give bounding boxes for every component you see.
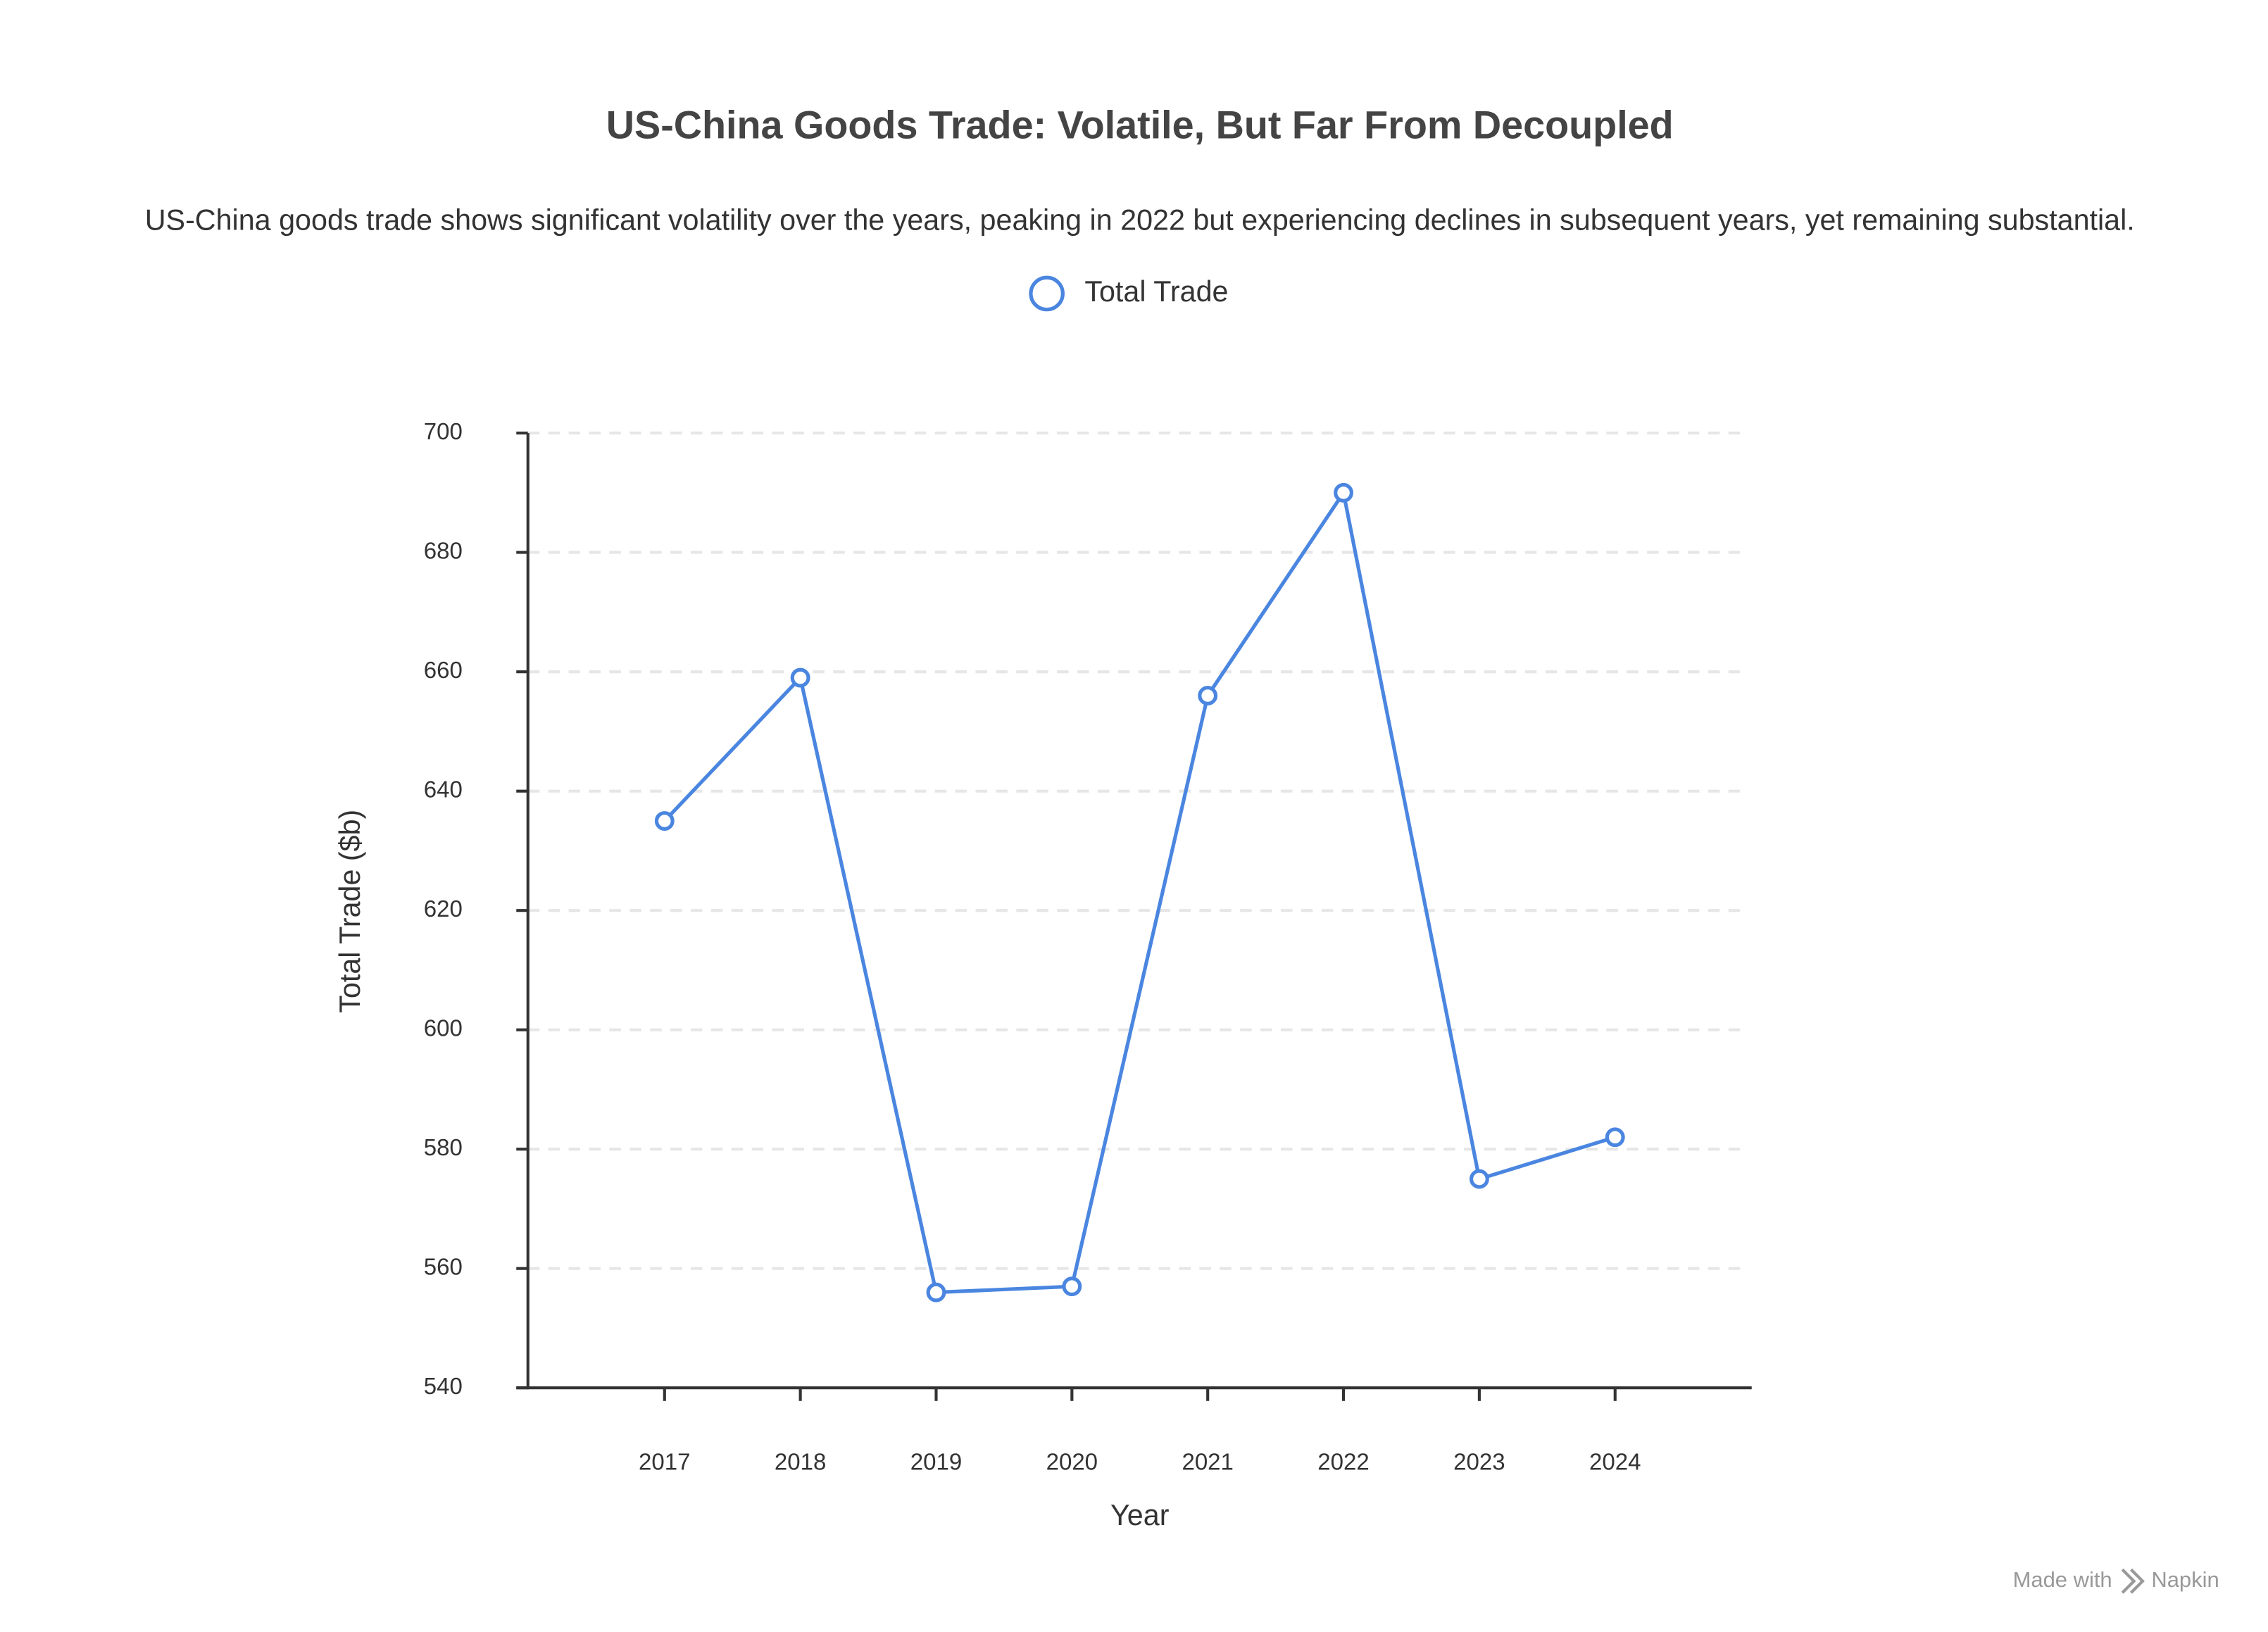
y-tick-label: 680 [424,537,463,563]
y-tick-label: 640 [424,776,463,802]
data-point [926,1282,946,1303]
x-tick-label: 2017 [639,1448,690,1474]
data-point [1469,1169,1489,1189]
legend-marker [1029,275,1065,312]
x-axis-label: Year [1110,1499,1170,1531]
x-tick-label: 2023 [1453,1448,1505,1474]
y-tick-label: 560 [424,1253,463,1279]
credit-brand: Napkin [2151,1567,2219,1592]
legend-label: Total Trade [1084,275,1228,308]
x-tick-label: 2022 [1317,1448,1369,1474]
x-tick-label: 2018 [775,1448,826,1474]
y-tick-label: 600 [424,1015,463,1041]
x-tick-label: 2024 [1589,1448,1641,1474]
data-point [790,667,810,688]
data-point [1198,686,1218,705]
data-point [654,811,675,831]
credit-text: Made with [2013,1567,2112,1592]
data-point [1334,482,1353,503]
y-tick-label: 540 [424,1373,463,1399]
credit-logo [2121,1568,2145,1594]
y-tick-label: 580 [424,1134,463,1160]
x-tick-label: 2019 [910,1448,962,1474]
y-tick-label: 660 [424,657,463,683]
data-point [1605,1127,1625,1148]
data-point [1062,1276,1082,1297]
y-axis-label: Total Trade ($b) [334,810,366,1013]
y-tick-label: 700 [424,418,463,444]
y-tick-label: 620 [424,896,463,922]
x-tick-label: 2020 [1046,1448,1098,1474]
chart-subtitle: US-China goods trade shows significant v… [145,204,2135,237]
x-tick-label: 2021 [1182,1448,1233,1474]
data-line [663,488,1616,1295]
chart-title: US-China Goods Trade: Volatile, But Far … [606,103,1674,146]
